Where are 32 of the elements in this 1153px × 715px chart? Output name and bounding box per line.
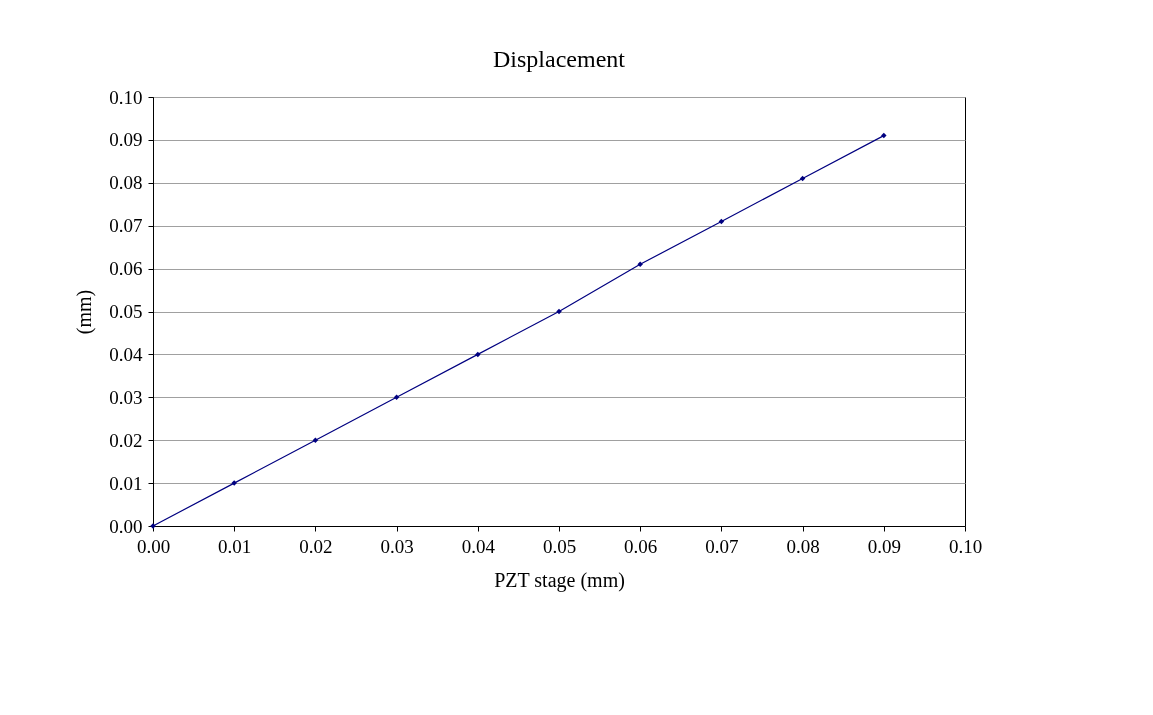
x-tick-label: 0.04 xyxy=(461,535,496,557)
point xyxy=(881,132,887,139)
point xyxy=(393,394,400,401)
chart-title: Displacement xyxy=(493,46,626,72)
y-tick-label: 0.09 xyxy=(109,129,143,151)
point xyxy=(475,351,481,358)
y-tick-label: 0.10 xyxy=(109,86,143,108)
x-tick-label: 0.00 xyxy=(136,535,171,557)
x-tick-label: 0.01 xyxy=(218,535,252,557)
y-tick-label: 0.01 xyxy=(109,472,143,494)
x-tick-label: 0.10 xyxy=(948,535,983,557)
y-axis-title: (mm) xyxy=(73,289,97,335)
x-tick-label: 0.09 xyxy=(867,535,901,557)
y-tick-label: 0.05 xyxy=(109,301,143,322)
x-axis-title: PZT stage (mm) xyxy=(494,568,625,592)
y-tick-label: 0.07 xyxy=(109,215,143,237)
y-tick-label: 0.02 xyxy=(109,429,143,451)
x-tick-label: 0.07 xyxy=(705,535,739,557)
y-tick-label: 0.06 xyxy=(109,258,143,280)
x-tick-label: 0.05 xyxy=(542,535,577,557)
point xyxy=(556,308,562,315)
x-tick-label: 0.08 xyxy=(786,535,820,557)
y-tick-label: 0.04 xyxy=(109,343,143,365)
point xyxy=(637,261,643,268)
y-tick-label: 0.03 xyxy=(109,386,143,408)
y-tick-label: 0.08 xyxy=(109,172,143,194)
y-tick-label: 0.00 xyxy=(109,515,143,537)
point xyxy=(231,480,237,486)
x-tick-label: 0.02 xyxy=(299,535,333,557)
x-tick-label: 0.06 xyxy=(624,535,658,557)
point xyxy=(312,437,319,443)
x-tick-label: 0.03 xyxy=(380,535,414,557)
